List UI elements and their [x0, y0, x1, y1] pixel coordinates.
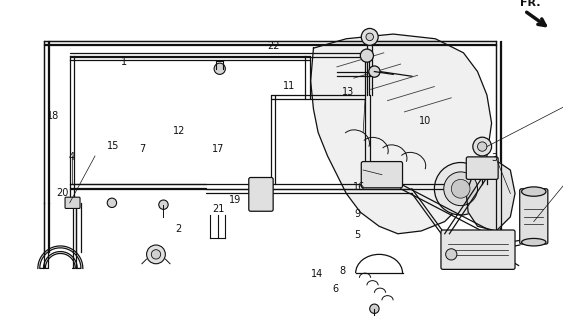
Circle shape [159, 200, 168, 209]
Circle shape [478, 142, 487, 151]
Circle shape [435, 163, 487, 215]
FancyBboxPatch shape [467, 157, 498, 180]
Polygon shape [311, 34, 492, 234]
Text: 2: 2 [175, 223, 182, 234]
Text: 14: 14 [310, 268, 323, 278]
Circle shape [446, 249, 457, 260]
Circle shape [214, 63, 225, 74]
Text: 8: 8 [340, 266, 346, 276]
Text: 20: 20 [56, 188, 69, 197]
Text: 6: 6 [332, 284, 338, 293]
Text: 5: 5 [354, 229, 360, 239]
Circle shape [146, 245, 166, 264]
Text: 13: 13 [342, 87, 354, 97]
Circle shape [370, 304, 379, 313]
Polygon shape [467, 161, 515, 231]
Circle shape [451, 180, 470, 198]
Text: 21: 21 [213, 204, 225, 214]
Text: 16: 16 [353, 181, 365, 191]
Text: 22: 22 [267, 41, 279, 51]
Circle shape [473, 137, 492, 156]
Circle shape [151, 250, 161, 259]
FancyBboxPatch shape [441, 230, 515, 269]
Ellipse shape [522, 238, 546, 246]
Text: 3: 3 [492, 153, 498, 163]
Text: 10: 10 [419, 116, 432, 125]
Circle shape [444, 172, 478, 206]
Circle shape [369, 66, 380, 77]
Text: 19: 19 [229, 195, 241, 205]
Text: 11: 11 [284, 81, 296, 91]
Text: 17: 17 [213, 144, 225, 154]
Circle shape [360, 49, 374, 62]
Circle shape [361, 28, 378, 45]
Text: 1: 1 [121, 57, 127, 67]
Text: 7: 7 [139, 144, 145, 154]
Text: 15: 15 [107, 141, 120, 151]
FancyBboxPatch shape [361, 162, 403, 188]
Text: 12: 12 [173, 126, 185, 136]
FancyBboxPatch shape [249, 178, 273, 211]
Circle shape [366, 33, 374, 41]
Text: 4: 4 [69, 151, 74, 162]
FancyBboxPatch shape [65, 197, 80, 208]
Text: 18: 18 [48, 111, 60, 121]
Circle shape [107, 198, 117, 207]
Text: FR.: FR. [520, 0, 540, 8]
FancyBboxPatch shape [520, 189, 548, 244]
Ellipse shape [522, 187, 546, 196]
Text: 9: 9 [354, 209, 360, 219]
